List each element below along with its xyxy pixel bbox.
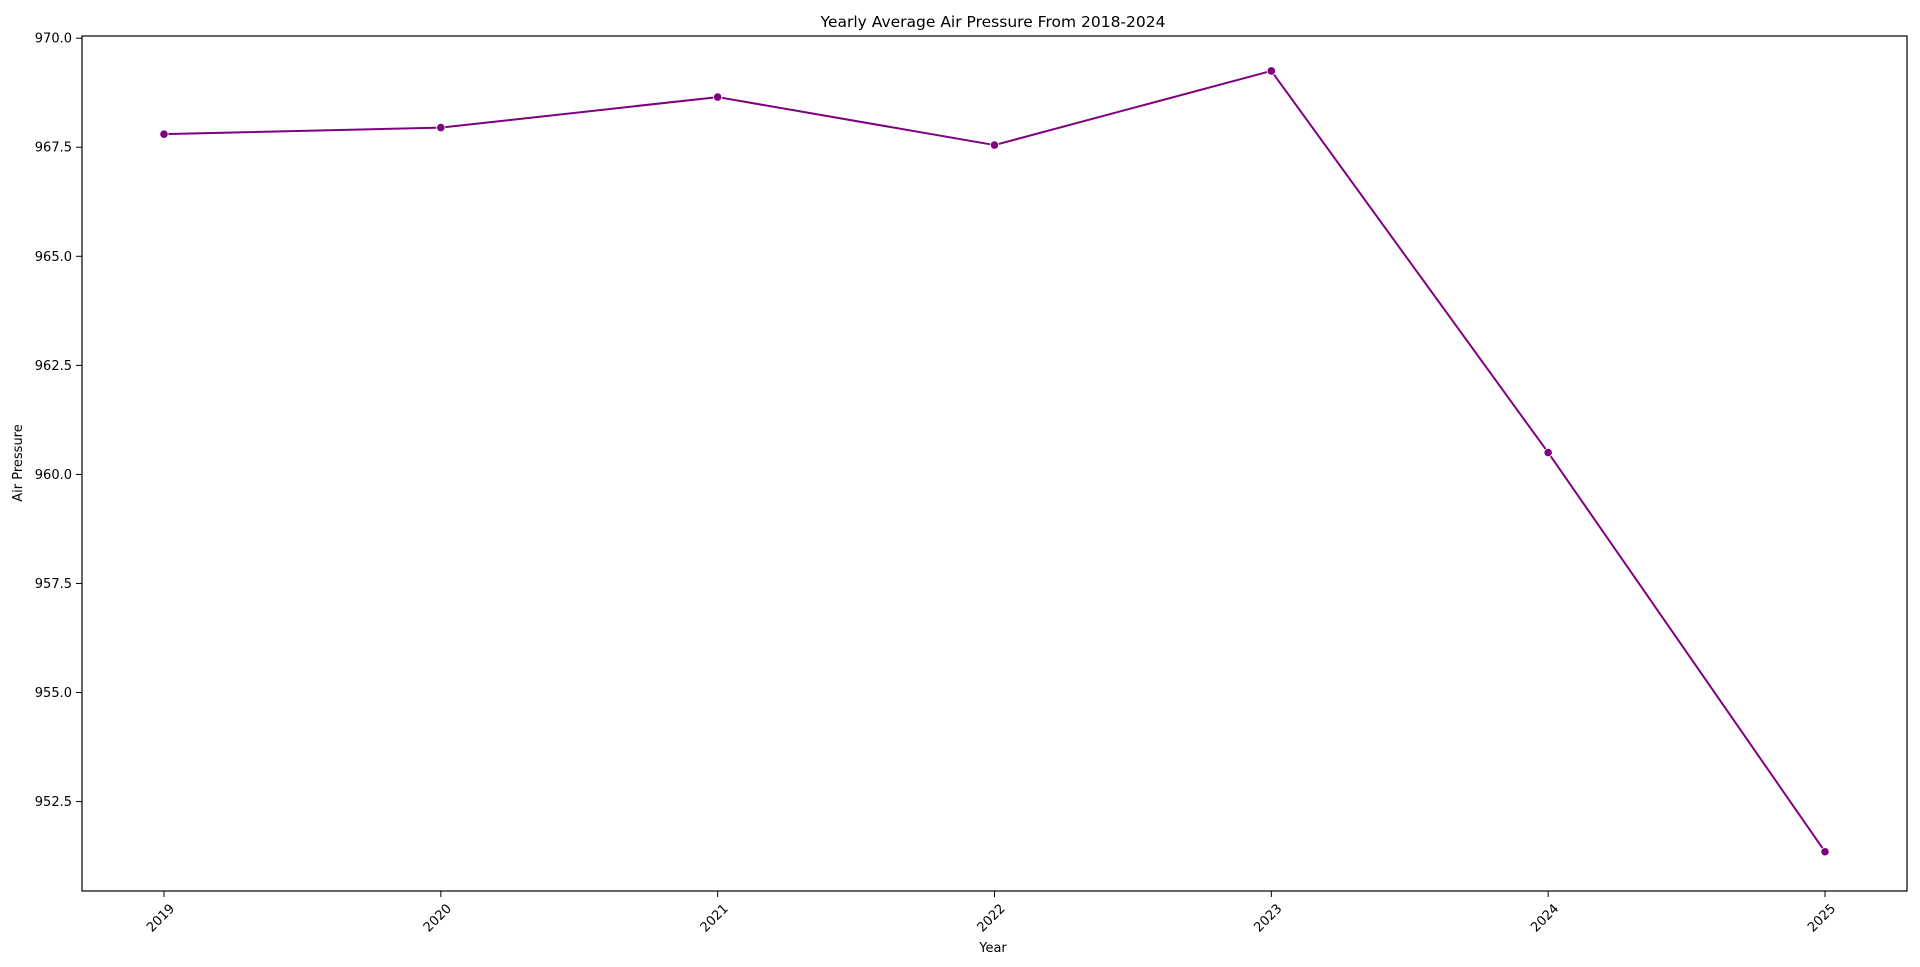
y-axis-ticks: 952.5 955.0 957.5 960.0 962.5 965.0 967.5 970.0 <box>35 32 82 810</box>
data-point <box>713 92 723 102</box>
data-point <box>1820 847 1830 857</box>
chart-title: Yearly Average Air Pressure From 2018-20… <box>820 13 1166 31</box>
data-point <box>159 129 169 139</box>
y-tick-label: 960.0 <box>35 468 72 483</box>
data-point <box>436 123 446 133</box>
y-tick-label: 967.5 <box>35 141 72 156</box>
plot-area <box>159 66 1830 857</box>
data-point <box>989 140 1000 150</box>
data-point <box>1543 447 1553 458</box>
y-tick-label: 962.5 <box>35 359 72 374</box>
data-point <box>1266 66 1276 76</box>
y-tick-label: 952.5 <box>35 795 72 810</box>
y-tick-label: 970.0 <box>35 32 72 47</box>
y-tick-label: 955.0 <box>35 686 72 701</box>
y-axis-label: Air Pressure <box>11 424 26 502</box>
data-points <box>159 66 1830 857</box>
y-tick-label: 957.5 <box>35 577 72 592</box>
plot-frame <box>81 35 1908 892</box>
y-tick-label: 965.0 <box>35 250 72 265</box>
x-axis-label: Year <box>978 941 1007 956</box>
